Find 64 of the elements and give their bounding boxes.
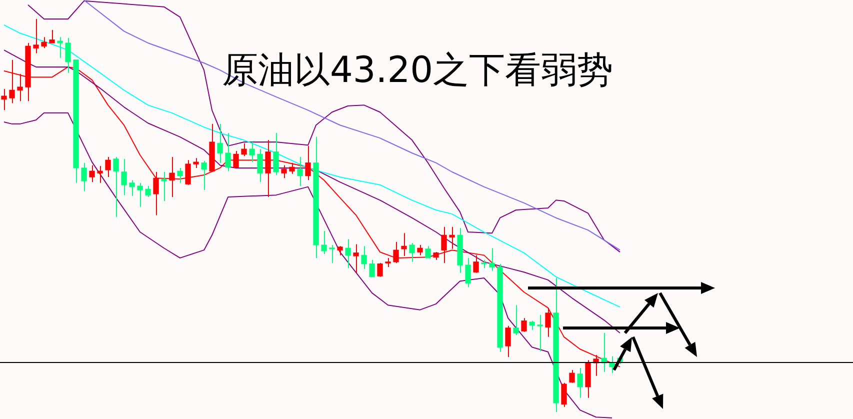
candlestick — [265, 140, 271, 198]
candlestick — [569, 369, 575, 384]
candlestick — [441, 226, 447, 264]
candlestick — [305, 145, 311, 181]
candlestick — [257, 148, 263, 183]
candlestick — [249, 142, 255, 163]
candlestick — [161, 171, 167, 202]
candlestick — [537, 314, 543, 352]
candlestick — [97, 165, 103, 184]
candlestick — [489, 248, 495, 272]
candlestick — [217, 123, 223, 164]
text: 原油以43.20之下看弱势 — [222, 49, 614, 93]
candlestick — [169, 156, 175, 198]
candlestick — [529, 320, 535, 330]
candlestick — [369, 259, 375, 278]
candlestick — [273, 132, 279, 176]
candlestick — [33, 18, 39, 54]
candlestick — [201, 160, 207, 190]
candlestick — [409, 242, 415, 262]
candlestick — [81, 162, 87, 192]
candlestick — [393, 241, 399, 264]
candlestick — [137, 182, 143, 208]
candlestick — [145, 186, 151, 198]
candlestick — [577, 367, 583, 398]
candlestick — [353, 244, 359, 274]
candlestick — [193, 158, 199, 168]
candlestick — [177, 167, 183, 184]
candlestick — [233, 150, 239, 168]
candlestick — [449, 226, 455, 250]
candlestick — [281, 164, 287, 179]
candlestick — [185, 160, 191, 186]
candlestick — [49, 30, 55, 44]
candlestick — [113, 156, 119, 218]
candlestick — [385, 257, 391, 268]
candlestick — [89, 164, 95, 183]
candlestick — [225, 132, 231, 172]
candlestick — [65, 37, 71, 74]
candlestick — [521, 318, 527, 332]
candlestick — [377, 262, 383, 278]
candlestick — [289, 162, 295, 174]
candlestick — [513, 304, 519, 336]
candlestick — [1, 88, 7, 111]
candlestick — [41, 36, 47, 49]
candlestick — [361, 246, 367, 270]
candlestick — [329, 244, 335, 264]
candlestick — [17, 74, 23, 102]
candlestick — [153, 171, 159, 216]
candlestick — [129, 180, 135, 196]
candlestick — [401, 232, 407, 256]
candlestick — [425, 246, 431, 258]
candlestick — [121, 158, 127, 196]
candlestick — [505, 325, 511, 358]
candlestick — [297, 156, 303, 187]
candlestick — [561, 382, 567, 408]
candlestick — [545, 307, 551, 338]
candlestick — [345, 238, 351, 269]
candlestick — [105, 156, 111, 178]
candlestick — [57, 36, 63, 58]
candlestick — [417, 244, 423, 256]
candlestick — [321, 230, 327, 255]
candlestick — [473, 254, 479, 274]
candlestick — [241, 142, 247, 157]
candlestick — [465, 257, 471, 288]
candlestick — [337, 246, 343, 256]
